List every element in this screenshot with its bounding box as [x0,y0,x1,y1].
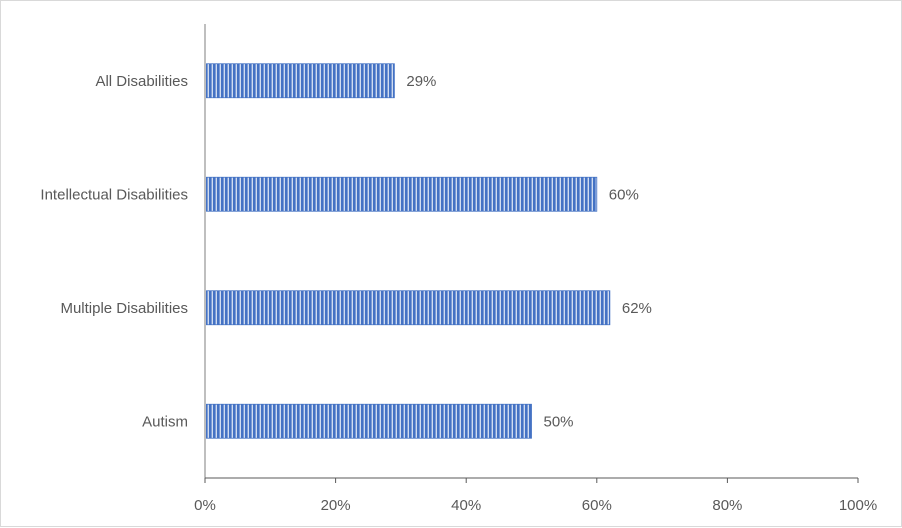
x-tick-label-1: 20% [321,497,351,514]
category-label-1: Intellectual Disabilities [40,186,188,203]
labels-group: All Disabilities 29% Intellectual Disabili… [40,73,651,431]
bar-2 [204,290,611,326]
data-label-1: 60% [609,186,639,203]
category-label-0: All Disabilities [95,73,188,90]
axes-group: 0% 20% 40% 60% 80% 100% [194,24,877,514]
x-tick-label-4: 80% [712,497,742,514]
x-tick-label-2: 40% [451,497,481,514]
data-label-3: 50% [544,413,574,430]
bars-group [204,63,611,439]
category-label-2: Multiple Disabilities [60,300,188,317]
data-label-2: 62% [622,300,652,317]
x-tick-label-3: 60% [582,497,612,514]
bar-3 [204,403,532,439]
bar-0 [204,63,395,99]
data-label-0: 29% [406,73,436,90]
x-tick-label-0: 0% [194,497,216,514]
bar-1 [204,176,598,212]
category-label-3: Autism [142,413,188,430]
x-tick-label-5: 100% [839,497,877,514]
